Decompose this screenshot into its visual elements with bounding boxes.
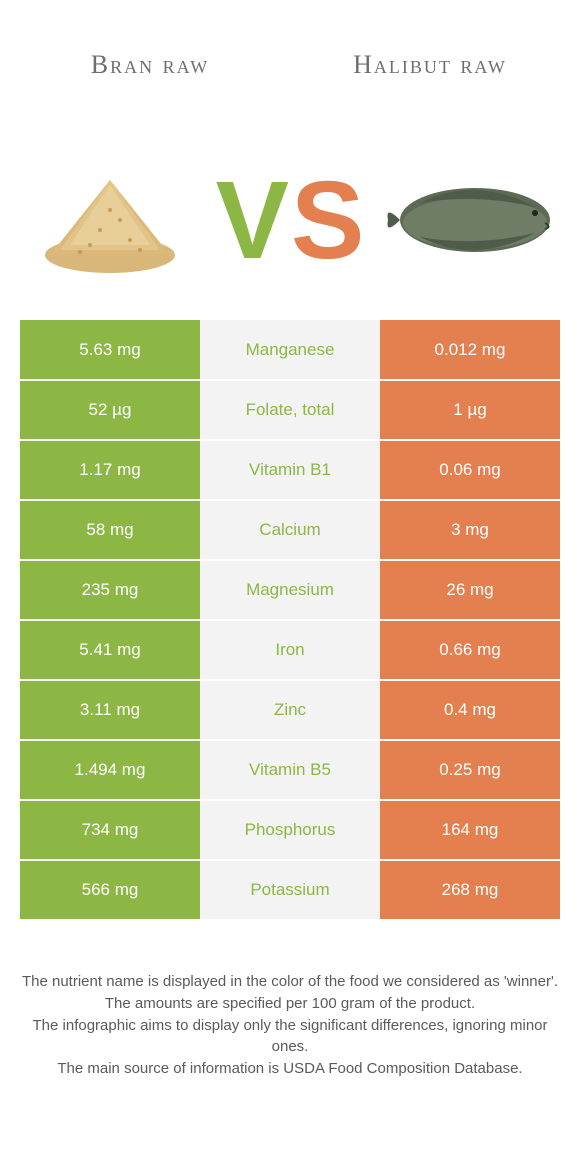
value-right: 164 mg [380,800,560,860]
nutrient-label: Iron [200,620,380,680]
value-right: 0.06 mg [380,440,560,500]
header: Bran raw Halibut raw [0,0,580,130]
nutrient-label: Manganese [200,320,380,380]
value-right: 26 mg [380,560,560,620]
table-row: 734 mgPhosphorus164 mg [20,800,560,860]
table-row: 5.63 mgManganese0.012 mg [20,320,560,380]
nutrient-label: Zinc [200,680,380,740]
value-left: 5.63 mg [20,320,200,380]
value-left: 52 µg [20,380,200,440]
nutrient-label: Calcium [200,500,380,560]
value-right: 0.66 mg [380,620,560,680]
value-left: 235 mg [20,560,200,620]
bran-image [20,155,200,285]
nutrient-label: Folate, total [200,380,380,440]
table-row: 1.17 mgVitamin B10.06 mg [20,440,560,500]
table-row: 3.11 mgZinc0.4 mg [20,680,560,740]
nutrient-label: Phosphorus [200,800,380,860]
value-left: 566 mg [20,860,200,920]
value-right: 0.25 mg [380,740,560,800]
value-left: 734 mg [20,800,200,860]
footnote-line: The nutrient name is displayed in the co… [20,971,560,993]
nutrient-label: Vitamin B5 [200,740,380,800]
value-right: 268 mg [380,860,560,920]
title-right: Halibut raw [310,50,550,80]
value-right: 0.4 mg [380,680,560,740]
footnotes: The nutrient name is displayed in the co… [20,971,560,1080]
vs-s: S [291,157,364,284]
value-left: 58 mg [20,500,200,560]
footnote-line: The infographic aims to display only the… [20,1015,560,1059]
footnote-line: The main source of information is USDA F… [20,1058,560,1080]
footnote-line: The amounts are specified per 100 gram o… [20,993,560,1015]
table-row: 5.41 mgIron0.66 mg [20,620,560,680]
table-row: 566 mgPotassium268 mg [20,860,560,920]
nutrient-label: Potassium [200,860,380,920]
value-right: 3 mg [380,500,560,560]
value-left: 1.17 mg [20,440,200,500]
nutrient-table: 5.63 mgManganese0.012 mg52 µgFolate, tot… [20,320,560,921]
value-left: 3.11 mg [20,680,200,740]
table-row: 235 mgMagnesium26 mg [20,560,560,620]
table-row: 1.494 mgVitamin B50.25 mg [20,740,560,800]
table-row: 58 mgCalcium3 mg [20,500,560,560]
table-row: 52 µgFolate, total1 µg [20,380,560,440]
nutrient-label: Vitamin B1 [200,440,380,500]
images-row: V S [0,130,580,310]
nutrient-label: Magnesium [200,560,380,620]
value-right: 1 µg [380,380,560,440]
halibut-image [380,155,560,285]
title-left: Bran raw [30,50,270,80]
value-left: 5.41 mg [20,620,200,680]
value-left: 1.494 mg [20,740,200,800]
vs-v: V [216,157,289,284]
value-right: 0.012 mg [380,320,560,380]
vs-block: V S [216,157,365,284]
